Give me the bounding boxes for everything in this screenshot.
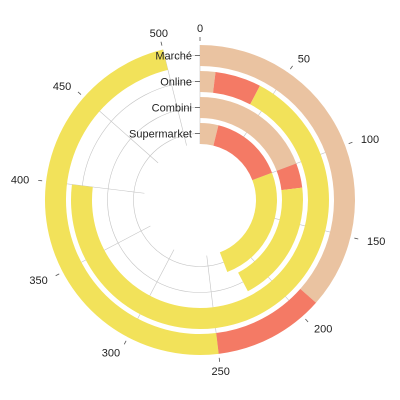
bar-segment-2-series-2: [213, 71, 260, 105]
bar-segment-2-series-1: [200, 71, 216, 93]
axis-tick-label-5: 250: [212, 366, 230, 378]
axis-tick-label-2: 100: [361, 134, 379, 146]
category-label-1: Marché: [155, 51, 192, 63]
axis-tick-1: [289, 65, 293, 70]
axis-tick-label-9: 450: [53, 81, 71, 93]
bar-segment-3-series-1: [200, 97, 297, 171]
category-label-2: Online: [160, 77, 192, 89]
bar-segment-4-series-3: [219, 172, 278, 272]
axis-tick-7: [55, 273, 60, 277]
axis-tick-label-10: 500: [150, 28, 168, 40]
bar-segment-3-series-2: [276, 163, 303, 191]
axis-tick-9: [77, 91, 82, 95]
category-label-3: Combini: [152, 103, 192, 115]
bar-segment-4-series-1: [200, 123, 219, 146]
category-label-4: Supermarket: [129, 129, 192, 141]
bar-segment-1-series-2: [216, 288, 317, 354]
bar-segment-1-series-3: [44, 49, 219, 356]
axis-tick-2: [348, 141, 353, 144]
axis-tick-label-0: 0: [197, 23, 203, 35]
bar-segment-4-series-2: [213, 125, 272, 181]
bar-segment-3-series-3: [238, 187, 304, 292]
axis-tick-label-6: 300: [102, 347, 120, 359]
axis-tick-4: [305, 318, 309, 323]
axis-tick-3: [354, 237, 359, 240]
bar-segment-1-series-1: [200, 45, 355, 303]
axis-tick-10: [160, 41, 163, 46]
axis-tick-label-4: 200: [314, 324, 332, 336]
axis-tick-label-3: 150: [367, 236, 385, 248]
axis-tick-label-7: 350: [29, 275, 47, 287]
axis-tick-label-1: 50: [298, 53, 310, 65]
axis-tick-6: [123, 340, 127, 345]
gridline-radial-10: [162, 49, 187, 146]
axis-tick-label-8: 400: [11, 174, 29, 186]
